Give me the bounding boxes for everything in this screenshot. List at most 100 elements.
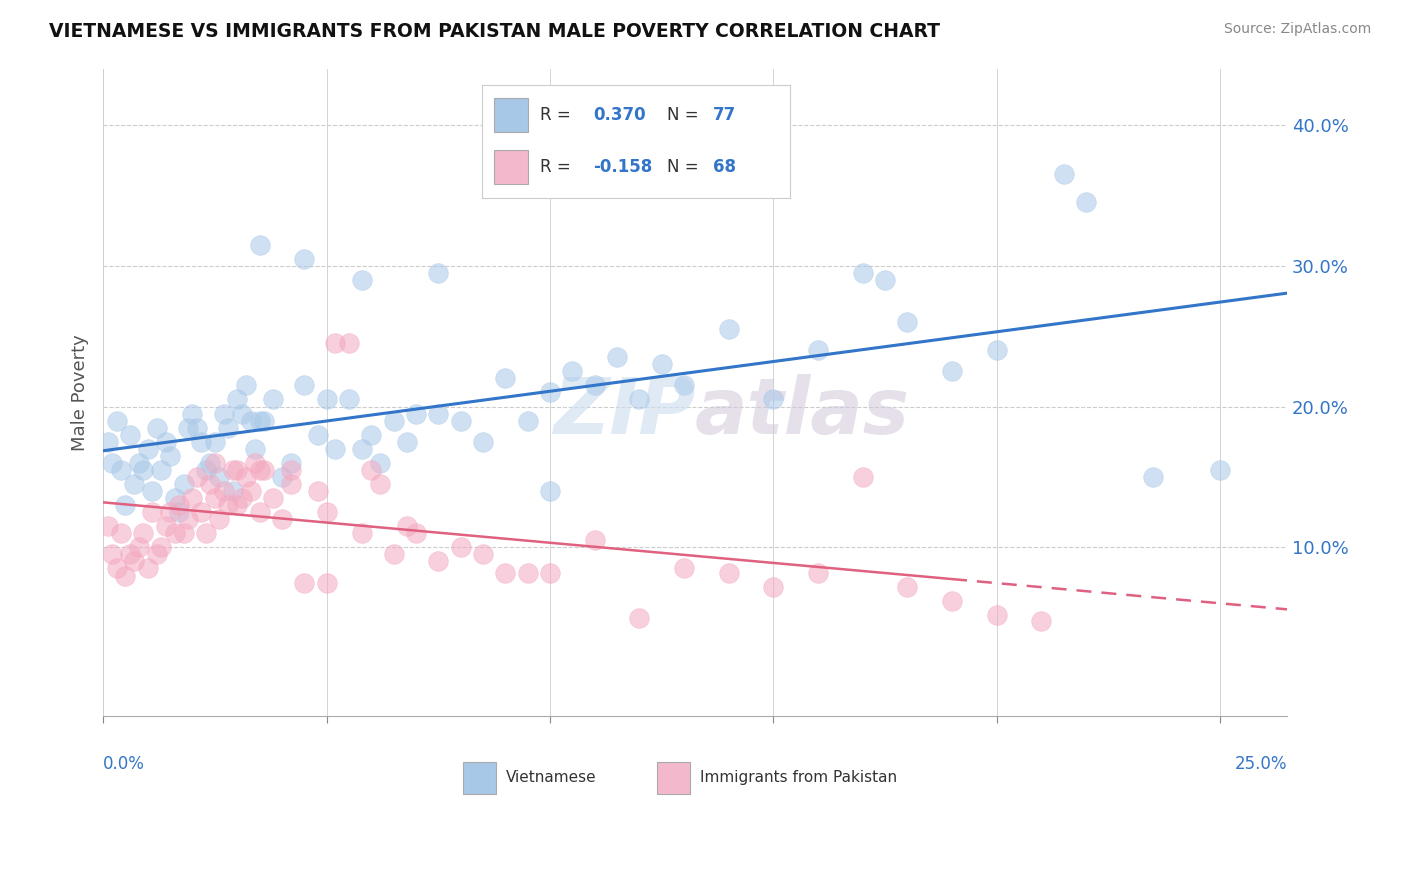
Point: [368, 456, 391, 470]
Point: [159, 449, 181, 463]
Point: [249, 505, 271, 519]
Point: [159, 505, 181, 519]
Point: [360, 463, 382, 477]
Point: [136, 561, 159, 575]
Point: [427, 266, 450, 280]
Point: [194, 526, 217, 541]
Point: [1142, 470, 1164, 484]
Point: [583, 378, 606, 392]
Point: [181, 491, 204, 505]
Point: [494, 566, 516, 580]
Point: [155, 519, 177, 533]
Point: [807, 566, 830, 580]
Point: [145, 548, 167, 562]
Point: [628, 392, 651, 407]
Point: [516, 414, 538, 428]
Point: [368, 477, 391, 491]
Point: [672, 378, 695, 392]
Point: [194, 463, 217, 477]
Point: [1053, 167, 1076, 181]
Point: [292, 575, 315, 590]
Point: [538, 483, 561, 498]
Text: 0.0%: 0.0%: [103, 756, 145, 773]
Point: [852, 470, 875, 484]
Point: [315, 392, 337, 407]
Point: [173, 526, 195, 541]
Point: [231, 407, 253, 421]
Point: [204, 491, 226, 505]
Point: [427, 554, 450, 568]
Point: [561, 364, 583, 378]
Point: [450, 414, 472, 428]
Point: [208, 512, 231, 526]
Point: [124, 554, 146, 568]
Point: [382, 548, 405, 562]
Point: [163, 526, 186, 541]
Point: [307, 483, 329, 498]
Point: [651, 357, 673, 371]
Point: [186, 420, 208, 434]
Point: [360, 427, 382, 442]
Point: [538, 566, 561, 580]
Point: [852, 266, 875, 280]
Point: [204, 456, 226, 470]
Point: [118, 548, 141, 562]
Point: [270, 512, 292, 526]
Point: [114, 498, 136, 512]
Point: [516, 566, 538, 580]
Point: [352, 526, 374, 541]
Point: [101, 456, 124, 470]
Point: [1074, 195, 1097, 210]
Text: atlas: atlas: [695, 374, 910, 450]
Point: [395, 434, 418, 449]
Point: [208, 470, 231, 484]
Point: [114, 568, 136, 582]
Point: [136, 442, 159, 456]
Point: [177, 512, 200, 526]
Point: [249, 414, 271, 428]
Point: [235, 470, 257, 484]
Point: [450, 541, 472, 555]
Point: [132, 526, 155, 541]
Point: [292, 378, 315, 392]
Point: [280, 477, 302, 491]
Point: [262, 392, 284, 407]
Point: [200, 477, 222, 491]
Point: [212, 407, 235, 421]
Point: [337, 392, 360, 407]
Point: [231, 491, 253, 505]
Point: [239, 414, 262, 428]
Point: [280, 456, 302, 470]
Point: [583, 533, 606, 548]
Point: [427, 407, 450, 421]
Point: [395, 519, 418, 533]
Point: [762, 580, 785, 594]
Point: [190, 434, 212, 449]
Point: [155, 434, 177, 449]
Point: [222, 463, 245, 477]
Point: [101, 548, 124, 562]
Point: [986, 607, 1008, 622]
Point: [538, 385, 561, 400]
Point: [145, 420, 167, 434]
Point: [128, 456, 150, 470]
Point: [896, 580, 918, 594]
Point: [167, 498, 190, 512]
Point: [896, 315, 918, 329]
Point: [167, 505, 190, 519]
Point: [132, 463, 155, 477]
Point: [262, 491, 284, 505]
Point: [325, 442, 347, 456]
Point: [807, 343, 830, 358]
Point: [226, 498, 249, 512]
Point: [217, 498, 239, 512]
Point: [717, 322, 740, 336]
Point: [1209, 463, 1232, 477]
Point: [253, 414, 276, 428]
Point: [494, 371, 516, 385]
Point: [717, 566, 740, 580]
Point: [253, 463, 276, 477]
Point: [405, 407, 427, 421]
Point: [181, 407, 204, 421]
Point: [97, 519, 120, 533]
